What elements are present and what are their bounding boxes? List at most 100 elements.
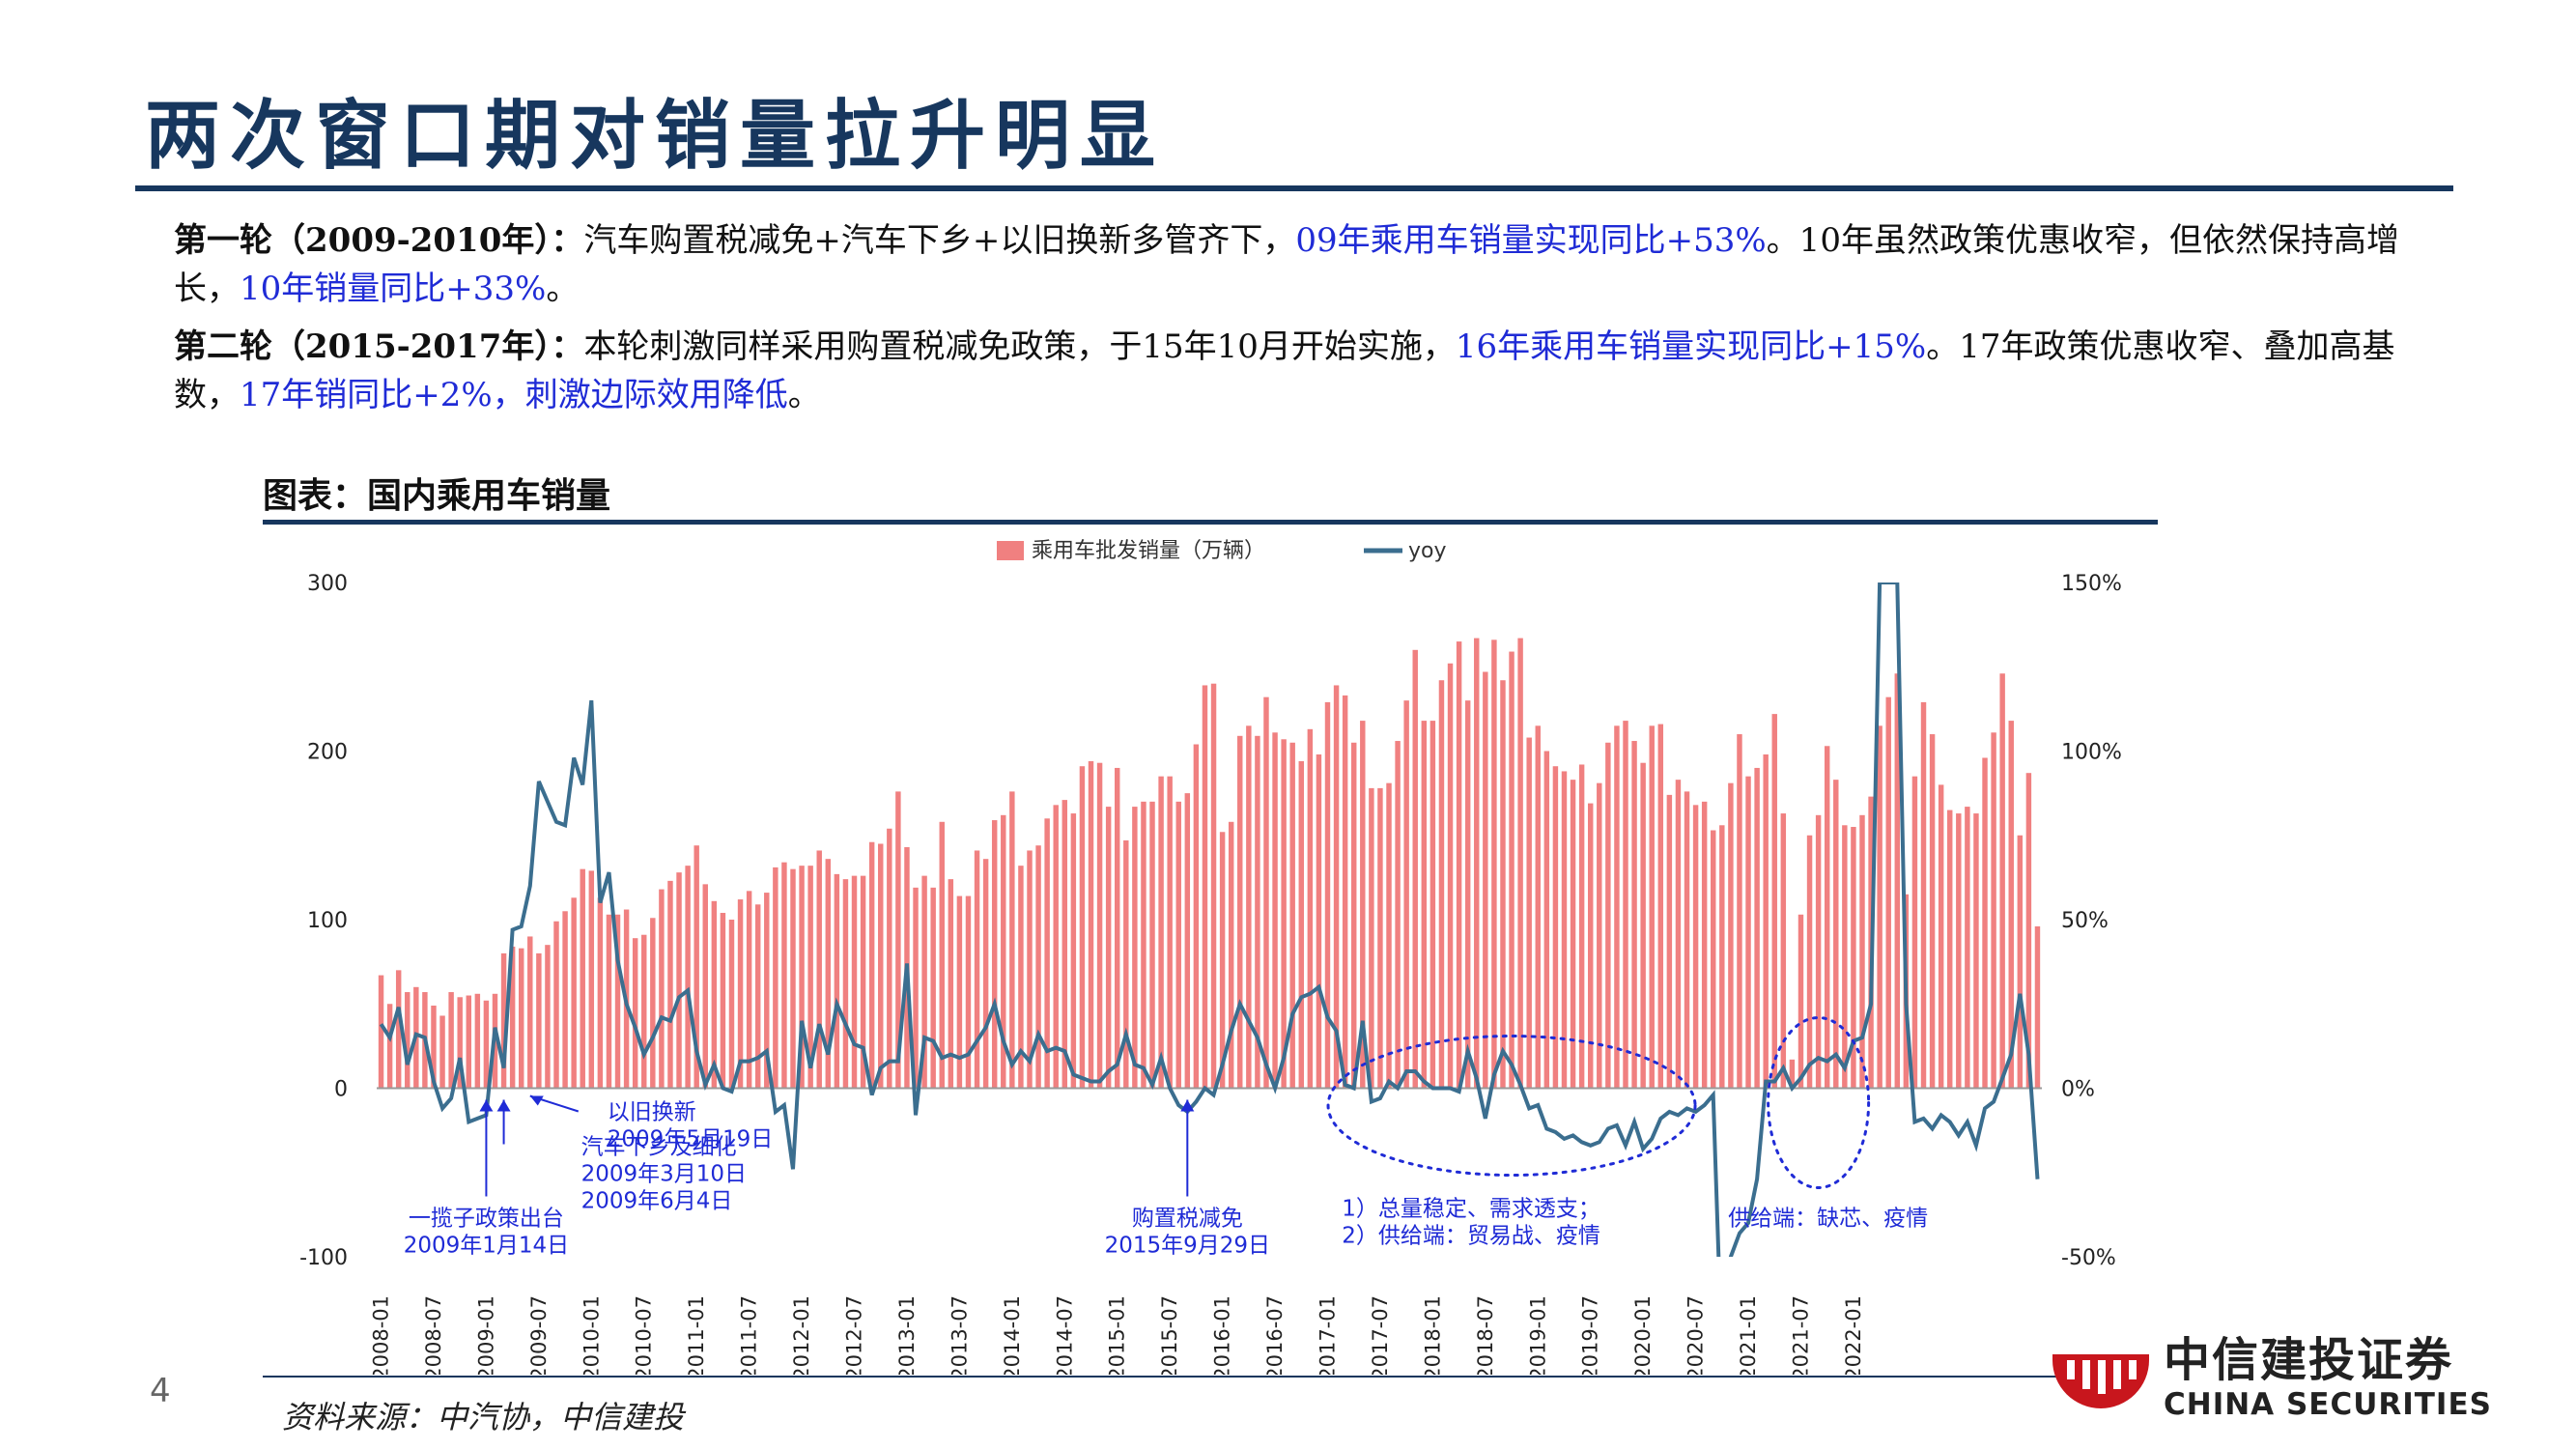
sales-bar: [545, 945, 551, 1089]
sales-bar: [685, 866, 691, 1089]
sales-bar: [1298, 760, 1304, 1089]
sales-bar: [1035, 845, 1041, 1089]
round-2-highlight-1: 16年乘用车销量实现同比+15%: [1455, 327, 1927, 366]
sales-bar: [431, 1005, 437, 1089]
x-axis-tick: 2020-01: [1631, 1295, 1655, 1375]
sales-bar: [659, 889, 665, 1089]
sales-bar: [580, 868, 585, 1089]
sales-bar: [974, 850, 980, 1089]
sales-bar: [483, 1000, 490, 1089]
sales-bar: [1587, 803, 1594, 1089]
x-axis-tick: 2021-07: [1789, 1295, 1812, 1375]
annotation-text-4: 2015年9月29日: [1105, 1234, 1270, 1259]
annotation-text-2: 汽车下乡及细化: [581, 1135, 737, 1160]
right-axis-tick: 0%: [2061, 1078, 2095, 1102]
right-axis-tick: -50%: [2061, 1246, 2116, 1270]
sales-bar: [1281, 739, 1287, 1089]
sales-bar: [2017, 835, 2024, 1089]
sales-bar: [1885, 696, 1891, 1089]
x-axis-tick: 2022-01: [1842, 1295, 1865, 1375]
sales-bar: [1350, 742, 1357, 1089]
x-axis-tick: 2008-01: [370, 1295, 393, 1375]
round-1-text-2: 。10年虽然政策优惠收窄，但依然保持高增长，: [174, 221, 2399, 308]
x-axis-tick: 2018-01: [1421, 1295, 1444, 1375]
sales-bar: [737, 899, 744, 1089]
sales-bar: [1483, 671, 1488, 1089]
sales-bar: [1842, 825, 1848, 1089]
x-axis-tick: 2021-01: [1737, 1295, 1760, 1375]
sales-bar: [1193, 744, 1200, 1089]
yoy-line: [379, 582, 2040, 1257]
x-axis-tick: 2016-07: [1263, 1295, 1287, 1375]
sales-bar: [1009, 791, 1015, 1089]
sales-bar: [1737, 734, 1742, 1089]
sales-bar: [1877, 725, 1882, 1089]
sales-bar: [1369, 787, 1374, 1089]
sales-bar: [860, 875, 866, 1089]
sales-bar: [1824, 746, 1830, 1089]
sales-bar: [1728, 782, 1734, 1089]
source-note: 资料来源：中汽协，中信建投: [282, 1399, 685, 1435]
sales-bar: [1228, 821, 1234, 1089]
sales-bar: [1053, 805, 1059, 1089]
sales-bar: [790, 868, 796, 1089]
sales-bar: [1780, 813, 1787, 1089]
annotation-text-2: 2009年6月4日: [581, 1189, 733, 1214]
sales-bar: [1552, 766, 1559, 1089]
sales-bar: [842, 879, 849, 1089]
sales-bar: [1500, 680, 1506, 1089]
x-axis-tick: 2009-07: [527, 1295, 551, 1375]
sales-bar: [1395, 741, 1401, 1089]
sales-bar: [948, 879, 954, 1089]
sales-bar: [956, 895, 963, 1089]
annotation-arrow-4-head: [1180, 1099, 1195, 1112]
annotation-text-1: 2009年1月14日: [404, 1234, 569, 1259]
sales-bar: [509, 946, 516, 1089]
annotation-arrow-1-head: [479, 1099, 494, 1112]
sales-bar: [1982, 757, 1988, 1089]
slide-title: 两次窗口期对销量拉升明显: [145, 92, 1166, 180]
sales-bar: [1675, 780, 1682, 1089]
sales-bar: [1851, 827, 1856, 1089]
round-2-text-3: 。: [787, 376, 821, 414]
sales-bar: [1517, 638, 1523, 1089]
title-divider: [135, 185, 2453, 191]
sales-bar: [746, 891, 752, 1089]
legend-bar-label: 乘用车批发销量（万辆）: [1032, 539, 1265, 563]
sales-bar: [1184, 793, 1191, 1089]
annotation-ellipse-1: [1326, 1035, 1697, 1177]
round-2-text-1: 本轮刺激同样采用购置税减免政策，于15年10月开始实施，: [583, 327, 1456, 366]
sales-bar: [1324, 701, 1331, 1089]
right-axis-tick: 150%: [2061, 572, 2122, 596]
x-axis-tick: 2010-07: [633, 1295, 656, 1375]
sales-bar: [764, 893, 770, 1089]
sales-bar: [1438, 680, 1445, 1089]
sales-bar: [1965, 807, 1970, 1089]
sales-bar: [606, 914, 612, 1089]
sales-bar: [1175, 801, 1181, 1089]
round-2-text-2: 。17年政策优惠收窄、叠加高基数，: [174, 327, 2395, 414]
sales-bar: [720, 913, 726, 1089]
sales-bar: [851, 875, 858, 1089]
sales-bar: [588, 870, 595, 1089]
annotation-text-1: 一揽子政策出台: [409, 1207, 564, 1232]
sales-bar: [2008, 721, 2014, 1089]
sales-bar: [474, 993, 481, 1089]
logo-mark-icon: [2052, 1341, 2149, 1408]
legend-bar-swatch: [997, 541, 1024, 560]
x-axis-tick: 2017-01: [1316, 1295, 1339, 1375]
sales-chart: 乘用车批发销量（万辆） yoy 300 200 100 0 -100 150% 100% 50% 0…: [299, 539, 2122, 1375]
sales-bar: [1894, 673, 1901, 1089]
sales-bar: [1692, 805, 1699, 1089]
sales-bar: [1360, 721, 1366, 1089]
sales-bar: [1167, 776, 1173, 1089]
x-axis-tick: 2008-07: [422, 1295, 445, 1375]
annotation-text-5: 1）总量稳定、需求透支；: [1342, 1197, 1600, 1222]
x-axis-tick: 2019-07: [1579, 1295, 1602, 1375]
sales-bar: [1088, 760, 1094, 1089]
sales-bar: [1920, 701, 1927, 1089]
x-axis-tick: 2014-07: [1053, 1295, 1076, 1375]
sales-bar: [1929, 734, 1936, 1089]
annotation-arrow-2-head: [496, 1099, 511, 1112]
sales-bar: [667, 880, 673, 1089]
